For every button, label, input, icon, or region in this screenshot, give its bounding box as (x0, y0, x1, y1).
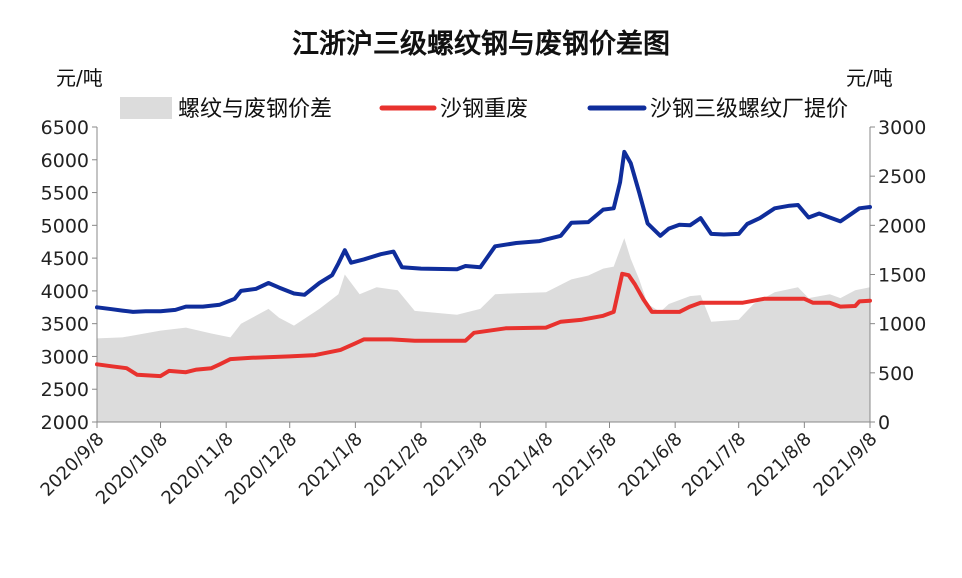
series-line-rebar (95, 149, 872, 314)
left-axis-tick-label: 4500 (41, 248, 89, 270)
chart-title: 江浙沪三级螺纹钢与废钢价差图 (292, 29, 670, 60)
left-axis-tick-label: 6000 (41, 150, 89, 172)
left-axis-tick-label: 5500 (41, 183, 89, 205)
right-axis-tick-label: 3000 (878, 117, 926, 139)
legend-label: 沙钢重废 (440, 97, 528, 122)
x-axis-tick-label: 2021/7/8 (678, 429, 750, 501)
right-axis-tick-label: 2000 (878, 215, 926, 237)
right-axis-tick-label: 500 (878, 363, 914, 385)
x-axis-tick-label: 2021/6/8 (615, 429, 687, 501)
right-axis-tick-label: 0 (878, 412, 890, 434)
x-axis-tick-label: 2021/1/8 (295, 429, 367, 501)
left-axis-tick-label: 3000 (41, 346, 89, 368)
left-axis-tick-label: 6500 (41, 117, 89, 139)
left-axis-tick-label: 3500 (41, 314, 89, 336)
legend-label: 沙钢三级螺纹厂提价 (650, 97, 848, 122)
series-line-scrap (95, 271, 872, 379)
right-axis-unit: 元/吨 (846, 66, 893, 90)
left-axis-tick-label: 2000 (41, 412, 89, 434)
left-axis-unit: 元/吨 (56, 66, 103, 90)
x-axis-tick-label: 2021/8/8 (744, 429, 816, 501)
x-axis-tick-label: 2021/9/8 (810, 429, 882, 501)
x-axis-tick-label: 2021/3/8 (420, 429, 492, 501)
x-axis-tick-label: 2021/4/8 (485, 429, 557, 501)
x-axis-tick-label: 2021/2/8 (361, 429, 433, 501)
right-axis-tick-label: 1000 (878, 314, 926, 336)
legend-swatch-spread (120, 97, 172, 119)
left-axis-tick-label: 4000 (41, 281, 89, 303)
right-axis-tick-label: 2500 (878, 166, 926, 188)
left-axis-tick-label: 2500 (41, 379, 89, 401)
left-axis-tick-label: 5000 (41, 215, 89, 237)
x-axis-tick-label: 2021/5/8 (549, 429, 621, 501)
right-axis-tick-label: 1500 (878, 265, 926, 287)
legend-label: 螺纹与废钢价差 (178, 97, 332, 122)
